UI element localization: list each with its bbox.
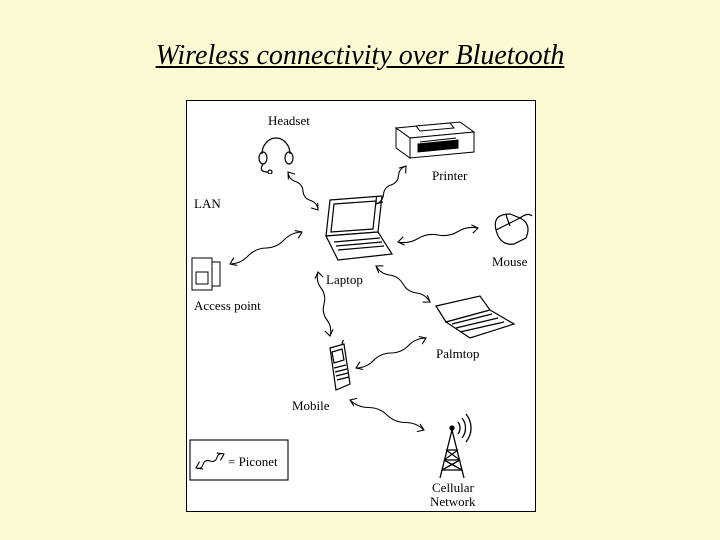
links-layer — [0, 0, 720, 540]
legend-squiggle — [196, 453, 224, 469]
edge-mouse-laptop — [398, 225, 478, 245]
edge-mobile-cellular — [350, 398, 424, 431]
edge-laptop-mobile — [315, 272, 333, 336]
legend-box — [190, 440, 288, 480]
edge-headset-laptop — [288, 172, 318, 210]
edge-printer-laptop — [376, 166, 406, 204]
edge-lan-laptop — [230, 231, 302, 266]
edge-palmtop-mobile — [356, 337, 426, 370]
edge-laptop-palmtop — [376, 266, 430, 302]
